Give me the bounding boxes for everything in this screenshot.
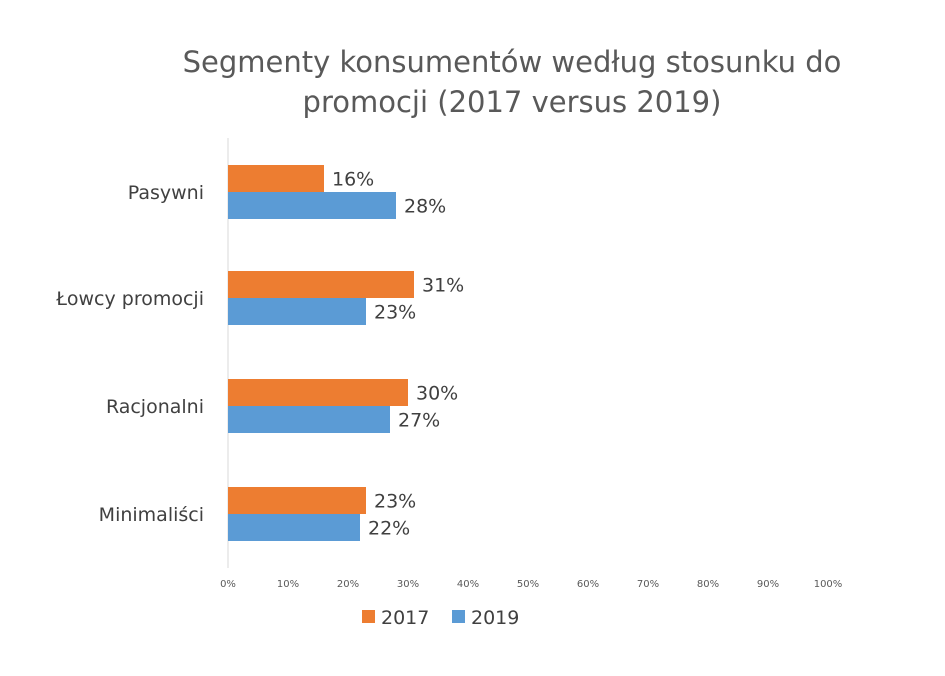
legend-swatch bbox=[362, 610, 375, 623]
bar-2017 bbox=[228, 487, 366, 514]
category-label: Pasywni bbox=[128, 182, 204, 204]
x-tick-label: 30% bbox=[397, 579, 419, 590]
x-tick-label: 20% bbox=[337, 579, 359, 590]
data-label: 30% bbox=[416, 383, 458, 405]
data-label: 22% bbox=[368, 518, 410, 540]
data-labels: 16% 28% 31% 23% 30% 27% 23% 22% bbox=[332, 169, 464, 540]
chart-title-line-1: Segmenty konsumentów według stosunku do bbox=[183, 45, 842, 79]
data-label: 31% bbox=[422, 275, 464, 297]
bar-2017 bbox=[228, 271, 414, 298]
legend-swatch bbox=[452, 610, 465, 623]
x-axis-ticks: 0% 10% 20% 30% 40% 50% 60% 70% 80% 90% 100% bbox=[220, 579, 842, 590]
x-tick-label: 70% bbox=[637, 579, 659, 590]
category-label: Łowcy promocji bbox=[55, 288, 204, 310]
x-tick-label: 90% bbox=[757, 579, 779, 590]
x-tick-label: 80% bbox=[697, 579, 719, 590]
x-tick-label: 40% bbox=[457, 579, 479, 590]
legend-label: 2017 bbox=[381, 607, 429, 629]
x-tick-label: 50% bbox=[517, 579, 539, 590]
bar-2017 bbox=[228, 165, 324, 192]
data-label: 27% bbox=[398, 410, 440, 432]
bar-2019 bbox=[228, 406, 390, 433]
x-tick-label: 100% bbox=[814, 579, 843, 590]
bar-2019 bbox=[228, 192, 396, 219]
x-tick-label: 60% bbox=[577, 579, 599, 590]
chart-title-line-2: promocji (2017 versus 2019) bbox=[303, 85, 722, 119]
data-label: 16% bbox=[332, 169, 374, 191]
x-tick-label: 0% bbox=[220, 579, 236, 590]
bar-2019 bbox=[228, 298, 366, 325]
data-label: 23% bbox=[374, 491, 416, 513]
category-label: Racjonalni bbox=[106, 396, 204, 418]
legend-label: 2019 bbox=[471, 607, 519, 629]
legend: 2017 2019 bbox=[362, 607, 519, 629]
category-label: Minimaliści bbox=[99, 504, 204, 526]
bar-2017 bbox=[228, 379, 408, 406]
bars bbox=[228, 165, 414, 541]
data-label: 23% bbox=[374, 302, 416, 324]
data-label: 28% bbox=[404, 196, 446, 218]
bar-2019 bbox=[228, 514, 360, 541]
chart-title: Segmenty konsumentów według stosunku do … bbox=[183, 45, 842, 119]
x-tick-label: 10% bbox=[277, 579, 299, 590]
category-labels: Pasywni Łowcy promocji Racjonalni Minimaliś… bbox=[55, 182, 204, 526]
